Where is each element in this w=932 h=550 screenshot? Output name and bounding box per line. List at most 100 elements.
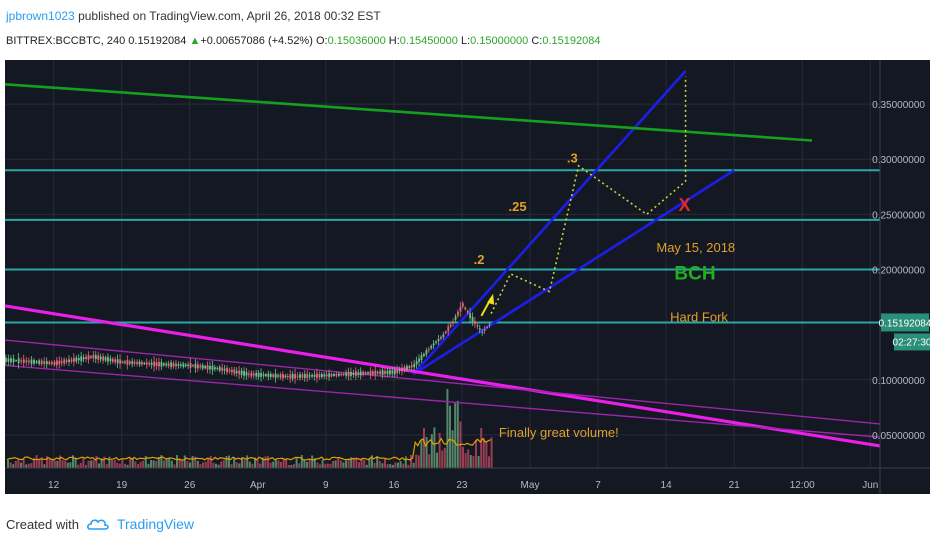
tradingview-brand[interactable]: TradingView [116,516,195,532]
volume-bar [113,460,116,468]
candle [435,341,438,344]
fib-label-3: .3 [567,151,578,166]
publish-line: jpbrown1023 published on TradingView.com… [6,9,381,23]
volume-bar [90,460,93,468]
candle [313,374,316,377]
volume-bar [420,440,423,468]
volume-bar [69,462,72,468]
chart-area[interactable]: 0.35000000 0.30000000 0.25000000 0.20000000… [4,60,932,494]
arrow-head-icon [487,293,495,305]
candle [303,374,306,378]
volume-bar [196,460,199,468]
candle [68,359,70,363]
volume-bar [462,446,464,468]
candle [418,358,420,362]
candle [177,364,180,366]
candle [94,355,97,360]
candle [99,356,102,360]
change-value: +0.00657086 (+4.52%) [200,35,313,47]
volume-bar [72,455,74,468]
volume-bar [17,458,20,468]
volume-bar [313,458,316,468]
candle [184,364,187,367]
volume-bar [267,456,269,468]
countdown-tag: 02:27:30 [893,337,930,348]
candle [357,372,360,375]
candle [145,362,148,365]
volume-bar [48,458,51,468]
candle [48,361,51,364]
volume-bar [183,455,186,468]
candle [410,365,413,368]
countdown-tag-bg [894,333,930,351]
candle [114,359,117,363]
candle [362,371,365,375]
volume-bar [222,460,225,468]
volume-bar [365,464,368,468]
candle [311,375,314,377]
author-link[interactable]: jpbrown1023 [6,9,75,23]
candle [233,369,236,374]
price-chart-svg[interactable]: 0.35000000 0.30000000 0.25000000 0.20000000… [4,60,932,494]
candle [384,370,386,374]
volume-bar [35,455,38,468]
volume-bar [137,464,139,468]
volume-bar [116,462,119,468]
volume-bar [25,464,28,468]
y-tick-label: 0.20000000 [872,266,925,277]
volume-bar [108,456,111,468]
candle [245,372,248,376]
volume-bar [51,458,54,468]
volume-bar [248,461,251,468]
candle [60,361,63,363]
candle [337,373,340,376]
candle [350,372,352,376]
candle [22,359,25,363]
volume-bar [412,462,415,468]
candle [396,369,399,374]
candle [158,361,160,367]
volume-bar [407,464,410,468]
volume-bar [376,455,379,468]
volume-bar [391,464,394,468]
candle [20,360,23,362]
volume-bar [488,456,490,468]
volume-bar [241,457,243,468]
candle [170,362,173,368]
volume-bar [254,457,256,468]
candle [316,373,318,379]
volume-bar [389,464,392,468]
volume-bar [12,464,15,468]
candle [126,360,129,365]
candle [406,365,408,370]
volume-bar [186,461,189,468]
candle [10,358,12,363]
candle [440,336,442,339]
volume-bar [178,458,181,468]
volume-bar [85,464,87,468]
candle [231,369,233,373]
candle [153,361,156,367]
volume-bar [329,463,332,468]
volume-bar [277,460,280,468]
candle [221,367,224,371]
volume-bar [207,457,210,468]
x-tick-label: 12 [48,480,60,491]
candle [427,349,430,351]
candle [25,360,28,363]
volume-bar [100,458,103,468]
candle [63,359,66,364]
volume-bar [298,463,301,468]
volume-bar [368,457,371,468]
x-tick-label: May [521,480,540,491]
candle [442,334,445,338]
volume-bar [199,464,202,468]
trendline [4,304,881,448]
candle [478,328,481,330]
cross-mark-icon: X [679,195,691,215]
volume-bar [430,434,433,468]
volume-bar [170,460,173,468]
volume-bar [142,460,145,468]
fib-label-2: .2 [474,252,485,267]
candle [364,372,367,375]
